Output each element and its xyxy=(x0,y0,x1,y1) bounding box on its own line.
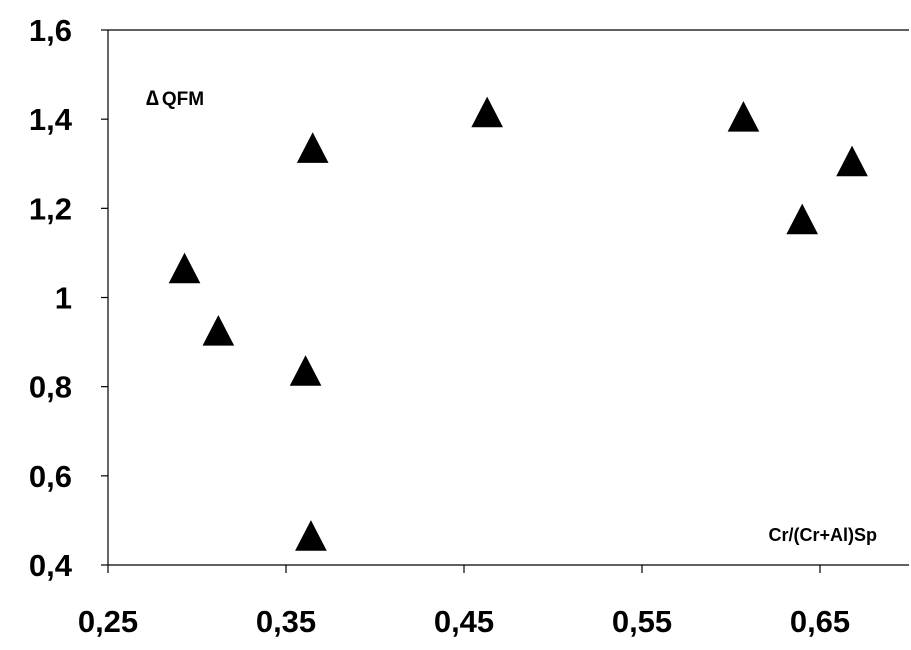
axes xyxy=(107,29,909,566)
data-point-triangle xyxy=(471,96,503,128)
data-point-triangle xyxy=(836,145,868,177)
x-axis-ticks: 0,25 0,35 0,45 0,55 0,65 xyxy=(78,565,850,639)
x-tick-label: 0,45 xyxy=(434,604,494,639)
y-tick-label: 1 xyxy=(55,281,72,316)
y-tick-label: 0,8 xyxy=(29,370,72,405)
y-axis-annotation-text: QFM xyxy=(162,89,204,110)
y-tick-label: 0,6 xyxy=(29,459,72,494)
data-point-triangle xyxy=(202,315,235,346)
data-point-triangle xyxy=(727,101,760,132)
y-axis-annotation: ∆ QFM xyxy=(146,87,204,110)
x-tick-label: 0,55 xyxy=(612,604,672,639)
y-tick-label: 1,2 xyxy=(29,191,72,226)
data-point-triangle xyxy=(289,355,322,386)
data-point-triangle xyxy=(295,520,327,551)
x-tick-label: 0,25 xyxy=(78,604,138,639)
delta-symbol: ∆ xyxy=(146,87,159,110)
y-axis-ticks: 0,4 0,6 0,8 1 1,2 1,4 1,6 xyxy=(29,13,108,583)
y-tick-label: 1,6 xyxy=(29,13,72,48)
x-tick-label: 0,35 xyxy=(256,604,316,639)
x-axis-annotation: Cr/(Cr+Al)Sp xyxy=(768,525,877,545)
y-tick-label: 1,4 xyxy=(29,102,73,137)
data-point-triangle xyxy=(296,132,329,163)
x-tick-label: 0,65 xyxy=(790,604,850,639)
data-points xyxy=(168,96,868,551)
data-point-triangle xyxy=(168,252,201,284)
y-tick-label: 0,4 xyxy=(29,548,73,583)
data-point-triangle xyxy=(786,203,819,235)
